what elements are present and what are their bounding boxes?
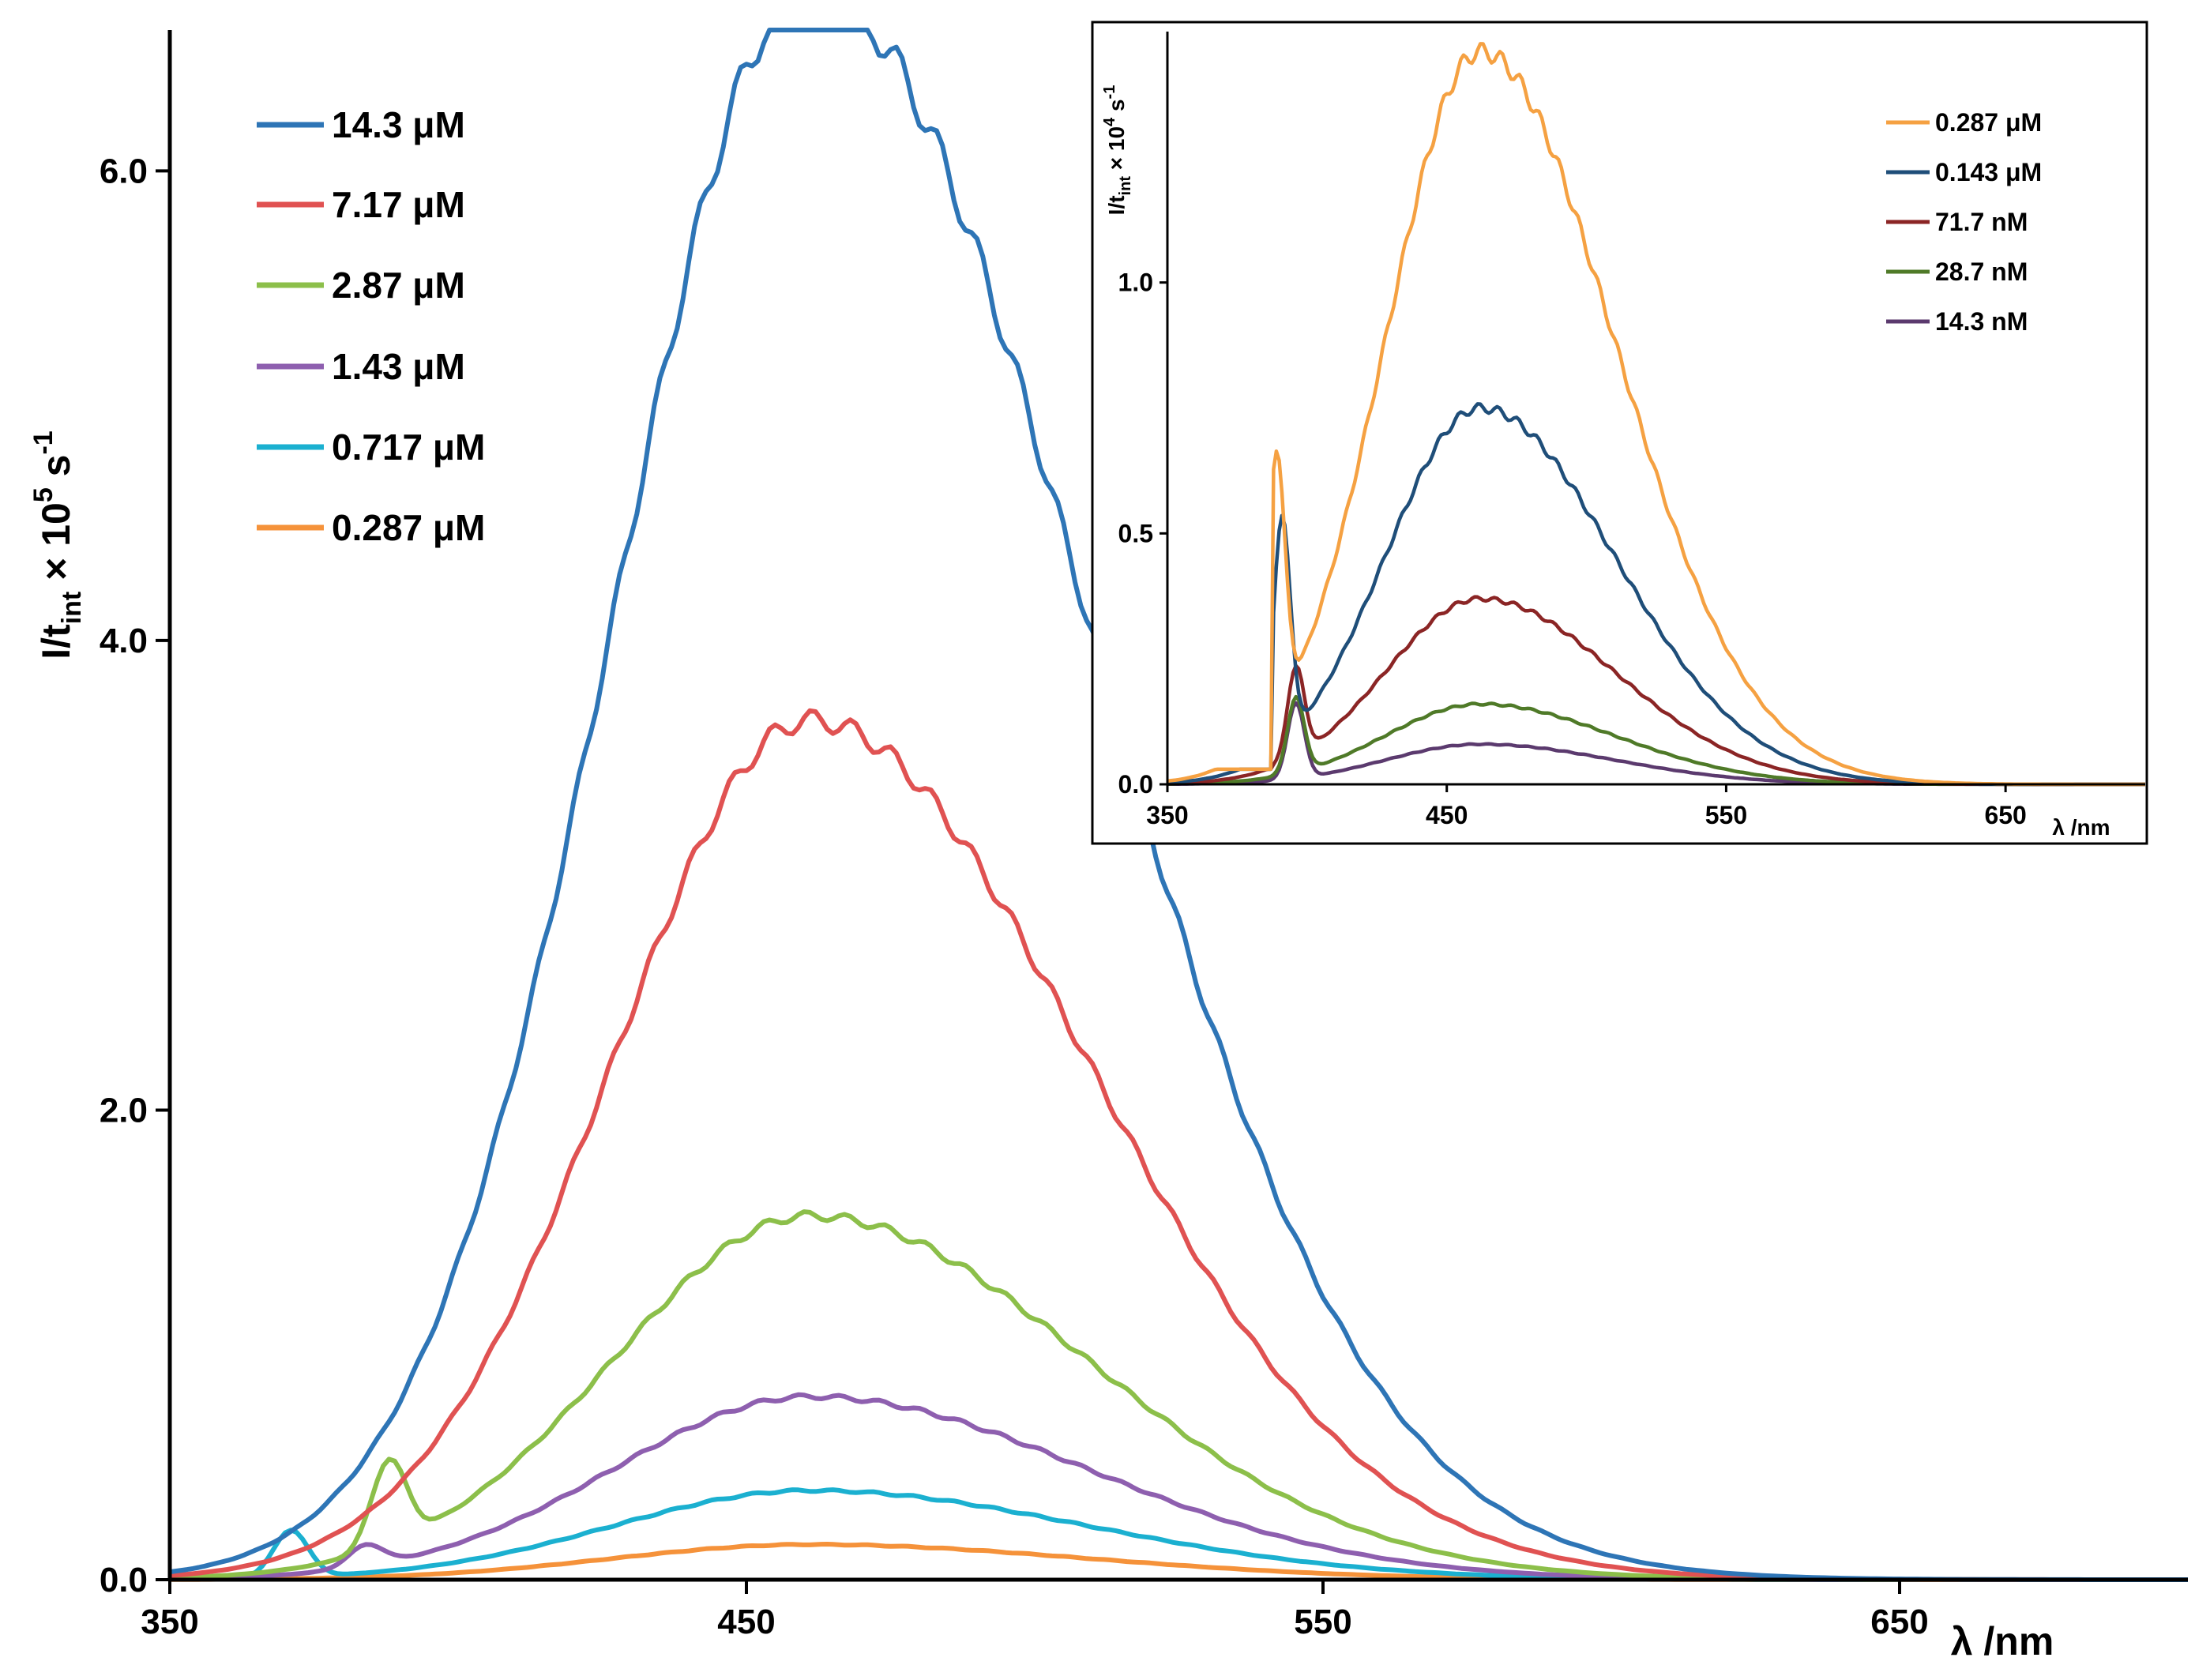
y-tick-label: 1.0 xyxy=(1118,269,1153,297)
x-tick-label: 450 xyxy=(717,1603,775,1641)
x-tick-label: 350 xyxy=(141,1603,198,1641)
x-tick-label: 550 xyxy=(1705,801,1747,829)
y-tick-label: 2.0 xyxy=(100,1091,148,1129)
x-tick-label: 650 xyxy=(1870,1603,1928,1641)
inset-legend-label: 14.3 nM xyxy=(1935,307,2028,336)
y-tick-label: 0.0 xyxy=(100,1561,148,1599)
y-tick-label: 0.5 xyxy=(1118,519,1153,547)
main-legend-label: 7.17 μM xyxy=(332,184,465,225)
y-tick-label: 6.0 xyxy=(100,152,148,190)
x-tick-label: 550 xyxy=(1294,1603,1351,1641)
main-y-axis-title: I/tint × 105 s-1 xyxy=(28,430,87,659)
main-legend-item: 2.87 μM xyxy=(257,265,465,306)
main-legend-item: 7.17 μM xyxy=(257,184,465,225)
inset-frame xyxy=(1091,21,2148,845)
inset-legend-item: 0.143 μM xyxy=(1886,158,2042,186)
main-legend-item: 14.3 μM xyxy=(257,104,465,145)
inset-y-axis-title: I/tint × 104 s-1 xyxy=(1101,85,1134,216)
main-legend-label: 14.3 μM xyxy=(332,104,465,145)
inset-legend-item: 28.7 nM xyxy=(1886,257,2028,286)
main-legend-item: 1.43 μM xyxy=(257,346,465,387)
main-x-ticks: 350 450 550 650 xyxy=(141,1580,1929,1641)
inset-legend-label: 71.7 nM xyxy=(1935,208,2028,236)
main-chart: 0.0 2.0 4.0 6.0 350 450 550 650 λ /nm I/tint ×… xyxy=(28,28,2188,1663)
inset-x-ticks: 350 450 550 650 xyxy=(1146,784,2027,829)
inset-legend-item: 14.3 nM xyxy=(1886,307,2028,336)
main-legend: 14.3 μM 7.17 μM 2.87 μM 1.43 μM 0.717 μM… xyxy=(257,104,485,548)
inset-legend-item: 0.287 μM xyxy=(1886,108,2042,137)
inset-legend-label: 0.143 μM xyxy=(1935,158,2042,186)
main-legend-label: 0.287 μM xyxy=(332,507,485,548)
main-legend-item: 0.717 μM xyxy=(257,427,485,468)
main-legend-label: 2.87 μM xyxy=(332,265,465,306)
x-tick-label: 450 xyxy=(1426,801,1468,829)
inset-legend-item: 71.7 nM xyxy=(1886,208,2028,236)
main-y-ticks: 0.0 2.0 4.0 6.0 xyxy=(100,152,170,1599)
main-legend-label: 0.717 μM xyxy=(332,427,485,468)
main-legend-label: 1.43 μM xyxy=(332,346,465,387)
main-legend-item: 0.287 μM xyxy=(257,507,485,548)
inset-x-axis-title: λ /nm xyxy=(2052,815,2110,840)
x-tick-label: 350 xyxy=(1146,801,1188,829)
main-x-axis-title: λ /nm xyxy=(1951,1619,2054,1663)
inset-chart: 0.0 0.5 1.0 350 450 550 650 λ /nm I/tint × 10… xyxy=(1091,21,2148,845)
y-tick-label: 4.0 xyxy=(100,622,148,660)
inset-legend: 0.287 μM 0.143 μM 71.7 nM 28.7 nM 14.3 n… xyxy=(1886,108,2042,336)
inset-legend-label: 28.7 nM xyxy=(1935,257,2028,286)
inset-y-ticks: 0.0 0.5 1.0 xyxy=(1118,269,1167,799)
y-tick-label: 0.0 xyxy=(1118,770,1153,799)
x-tick-label: 650 xyxy=(1984,801,2026,829)
inset-legend-label: 0.287 μM xyxy=(1935,108,2042,137)
